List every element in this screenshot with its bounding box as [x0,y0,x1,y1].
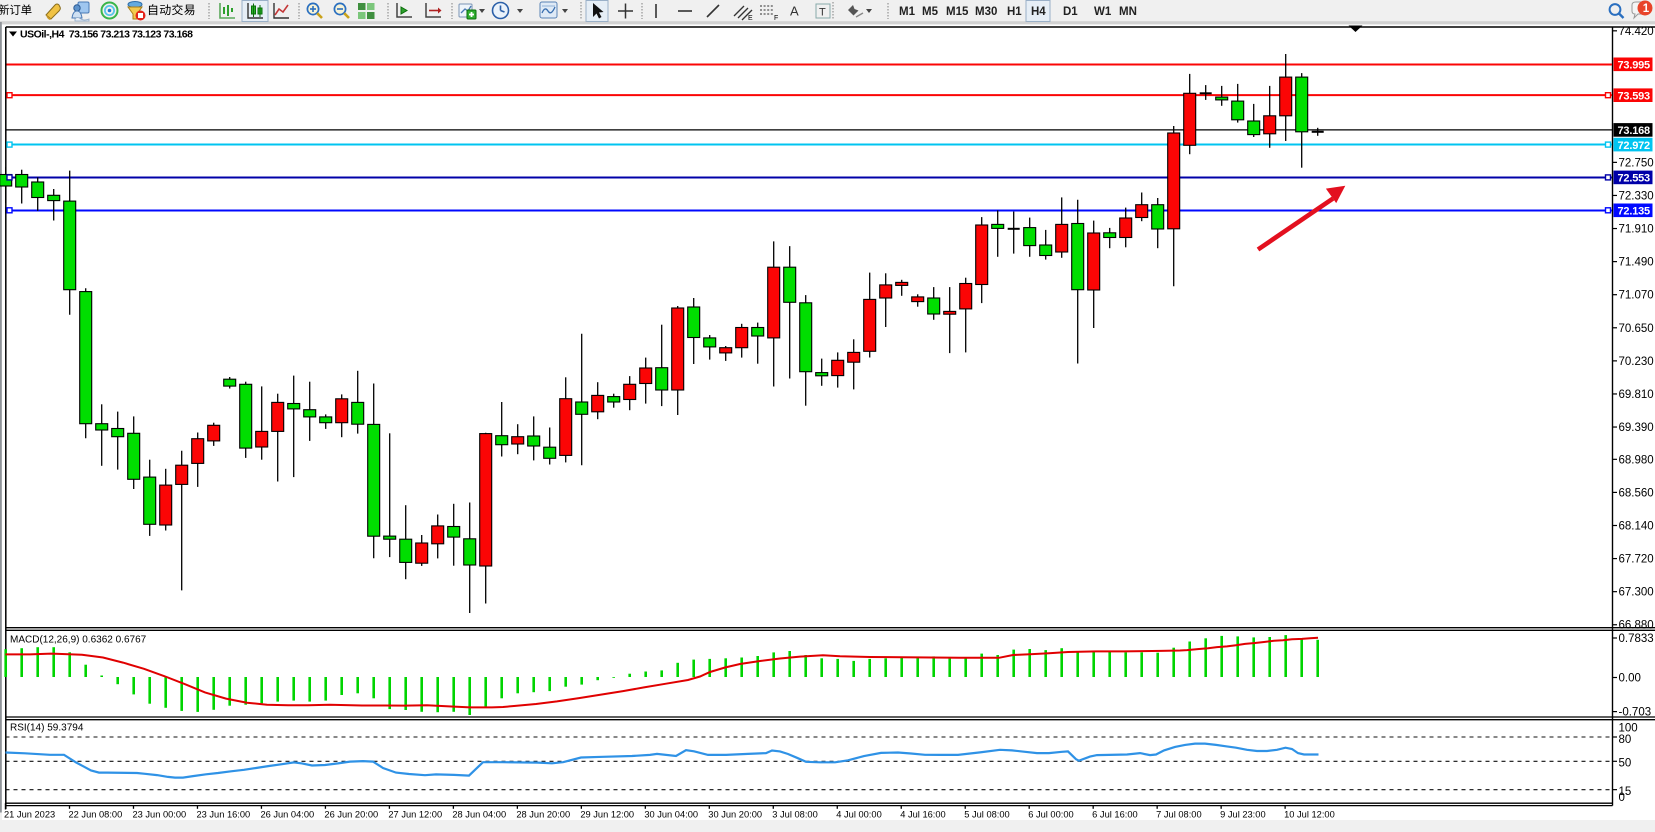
svg-text:D1: D1 [1063,6,1078,18]
svg-text:21 Jun 2023: 21 Jun 2023 [4,810,55,820]
svg-text:73.995: 73.995 [1618,60,1651,72]
svg-text:23 Jun 16:00: 23 Jun 16:00 [196,810,250,820]
svg-text:W1: W1 [1094,6,1112,18]
svg-text:5 Jul 08:00: 5 Jul 08:00 [964,810,1010,820]
svg-text:T: T [819,7,826,19]
svg-text:15: 15 [1619,786,1632,798]
svg-text:0.00: 0.00 [1619,673,1641,685]
svg-text:26 Jun 04:00: 26 Jun 04:00 [260,810,314,820]
svg-text:71.910: 71.910 [1619,224,1654,236]
svg-text:68.560: 68.560 [1619,487,1654,499]
svg-text:-0.703: -0.703 [1619,707,1652,719]
svg-text:1: 1 [1643,3,1650,15]
svg-text:80: 80 [1619,734,1632,746]
svg-text:71.490: 71.490 [1619,257,1654,269]
svg-text:3 Jul 08:00: 3 Jul 08:00 [772,810,818,820]
svg-text:0.7833: 0.7833 [1619,633,1654,645]
svg-text:F: F [774,15,778,22]
svg-text:H4: H4 [1031,6,1046,18]
svg-text:30 Jun 04:00: 30 Jun 04:00 [644,810,698,820]
svg-text:72.135: 72.135 [1618,206,1651,218]
svg-text:23 Jun 00:00: 23 Jun 00:00 [132,810,186,820]
svg-text:M1: M1 [899,6,916,18]
svg-text:72.553: 72.553 [1618,173,1651,185]
svg-text:70.650: 70.650 [1619,323,1654,335]
svg-text:69.810: 69.810 [1619,389,1654,401]
svg-text:6 Jul 16:00: 6 Jul 16:00 [1092,810,1138,820]
svg-text:M30: M30 [975,6,997,18]
svg-text:74.420: 74.420 [1619,26,1654,38]
svg-text:MN: MN [1119,6,1137,18]
svg-text:30 Jun 20:00: 30 Jun 20:00 [708,810,762,820]
svg-text:72.972: 72.972 [1618,140,1651,152]
svg-text:68.980: 68.980 [1619,454,1654,466]
svg-text:M15: M15 [946,6,969,18]
svg-text:72.750: 72.750 [1619,157,1654,169]
svg-text:E: E [748,15,753,22]
svg-text:50: 50 [1619,758,1632,770]
svg-text:73.168: 73.168 [1618,125,1651,137]
svg-text:66.880: 66.880 [1619,620,1654,632]
svg-text:A: A [790,4,799,19]
svg-text:73.593: 73.593 [1618,90,1651,102]
svg-text:RSI(14) 59.3794: RSI(14) 59.3794 [10,723,84,734]
svg-text:6 Jul 00:00: 6 Jul 00:00 [1028,810,1074,820]
svg-text:4 Jul 16:00: 4 Jul 16:00 [900,810,946,820]
svg-text:0: 0 [1619,792,1625,804]
svg-text:M5: M5 [922,6,939,18]
svg-text:22 Jun 08:00: 22 Jun 08:00 [69,810,123,820]
svg-text:100: 100 [1619,722,1638,734]
svg-text:10 Jul 12:00: 10 Jul 12:00 [1284,810,1335,820]
svg-text:72.330: 72.330 [1619,190,1654,202]
svg-text:MACD(12,26,9) 0.6362 0.6767: MACD(12,26,9) 0.6362 0.6767 [10,635,147,646]
svg-text:26 Jun 20:00: 26 Jun 20:00 [324,810,378,820]
svg-text:67.720: 67.720 [1619,554,1654,566]
svg-text:70.230: 70.230 [1619,356,1654,368]
svg-text:4 Jul 00:00: 4 Jul 00:00 [836,810,882,820]
svg-text:71.070: 71.070 [1619,290,1654,302]
svg-text:28 Jun 20:00: 28 Jun 20:00 [516,810,570,820]
svg-text:69.390: 69.390 [1619,422,1654,434]
svg-text:28 Jun 04:00: 28 Jun 04:00 [452,810,506,820]
svg-text:USOil-,H4 73.156 73.213 73.12: USOil-,H4 73.156 73.213 73.123 73.168 [20,29,193,41]
svg-text:7 Jul 08:00: 7 Jul 08:00 [1156,810,1202,820]
svg-text:9 Jul 23:00: 9 Jul 23:00 [1220,810,1266,820]
svg-text:29 Jun 12:00: 29 Jun 12:00 [580,810,634,820]
svg-text:68.140: 68.140 [1619,520,1654,532]
svg-text:27 Jun 12:00: 27 Jun 12:00 [388,810,442,820]
svg-text:67.300: 67.300 [1619,587,1654,599]
svg-text:H1: H1 [1007,6,1022,18]
